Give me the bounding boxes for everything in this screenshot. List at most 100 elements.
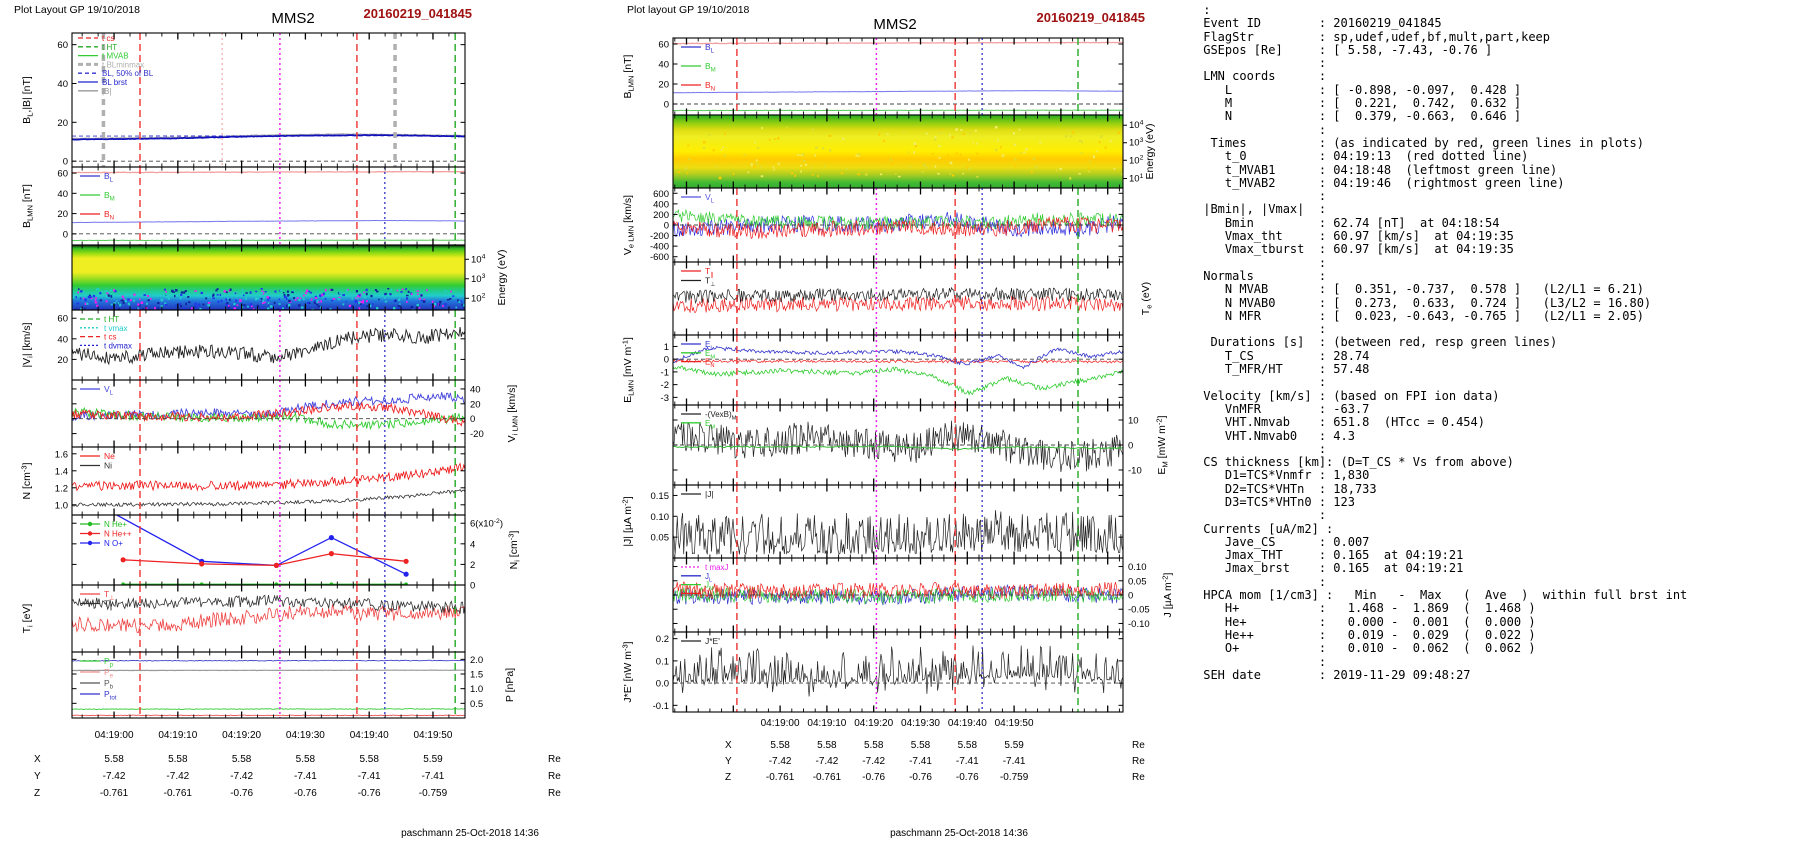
pos-value: -0.759 bbox=[1000, 772, 1029, 783]
legend: VL bbox=[80, 384, 114, 397]
generated-by-stamp: paschmann 25-Oct-2018 14:36 bbox=[890, 828, 1028, 839]
panel-exb-comparison: 10 0 -10 EM [mW m-2] -(VexB)MEM bbox=[672, 404, 1170, 486]
pos-row-label: Y bbox=[34, 771, 41, 782]
pos-value: -7.41 bbox=[358, 771, 381, 782]
legend-label: BL, 50% of BL bbox=[102, 69, 154, 78]
axis-tick-label: 20 bbox=[57, 209, 68, 220]
pos-row-label: X bbox=[34, 754, 41, 765]
axis-tick-label: 1.5 bbox=[470, 670, 483, 681]
series-JN bbox=[673, 581, 1123, 600]
pos-value: -7.42 bbox=[769, 756, 792, 767]
pos-value: 5.58 bbox=[359, 754, 379, 765]
generated-by-stamp: paschmann 25-Oct-2018 14:36 bbox=[401, 828, 539, 839]
axis-tick-label: 1.0 bbox=[55, 500, 68, 511]
axis-title: |Vi| [km/s] bbox=[21, 322, 35, 367]
axis-tick-label: 1.4 bbox=[55, 466, 68, 477]
series-Te-perp bbox=[673, 286, 1123, 305]
legend-label: |J| bbox=[705, 489, 714, 499]
pos-value: 5.58 bbox=[958, 740, 978, 751]
axis-tick-label: 0 bbox=[1128, 441, 1133, 452]
legend-label: Ptot bbox=[104, 689, 117, 702]
series-EL bbox=[673, 345, 1123, 370]
pos-value: 5.59 bbox=[423, 754, 443, 765]
legend-label: |B| bbox=[102, 87, 112, 96]
axis-tick-label: -200 bbox=[650, 231, 669, 242]
axis-tick-label: 20 bbox=[470, 399, 481, 410]
legend-label: T⊥ bbox=[104, 589, 115, 602]
axis-tick-label: 60 bbox=[57, 40, 68, 51]
axis-title: EM [mW m-2] bbox=[1154, 415, 1169, 474]
time-tick-label: 04:19:40 bbox=[948, 718, 987, 729]
pos-value: 5.58 bbox=[770, 740, 790, 751]
time-tick-label: 04:19:50 bbox=[414, 730, 453, 741]
axis-tick-label: 400 bbox=[653, 199, 669, 210]
time-tick-label: 04:19:30 bbox=[901, 718, 940, 729]
legend-label: Pp bbox=[104, 656, 114, 669]
pos-value: 5.58 bbox=[232, 754, 252, 765]
pos-row-label: Y bbox=[725, 756, 732, 767]
series-JdotE bbox=[673, 645, 1123, 697]
panel-v-ion-lmn: 40 20 0 -20 Vi LMN [km/s] VL bbox=[71, 379, 520, 448]
series-EM bbox=[673, 365, 1123, 396]
series-Ne bbox=[72, 462, 465, 492]
panel-t-ion: Ti [eV] T⊥T∥ bbox=[21, 584, 466, 653]
pos-value: 5.58 bbox=[296, 754, 316, 765]
legend: N He+N He++N O+ bbox=[80, 520, 132, 548]
time-tick-label: 04:19:40 bbox=[350, 730, 389, 741]
axis-tick-label: 102 bbox=[471, 293, 486, 305]
series-VeM bbox=[673, 208, 1123, 230]
pos-value: -0.761 bbox=[813, 772, 842, 783]
pos-unit: Re bbox=[548, 788, 561, 799]
axis-tick-label: -10 bbox=[1128, 466, 1142, 477]
left-figure: Plot Layout GP 19/10/2018 MMS2 20160219_04… bbox=[14, 4, 561, 839]
time-tick-label: 04:19:50 bbox=[995, 718, 1034, 729]
pos-value: -0.76 bbox=[862, 772, 885, 783]
legend-label: VL bbox=[104, 384, 114, 397]
series-VN bbox=[72, 401, 465, 427]
axis-tick-label: 4 bbox=[470, 539, 475, 550]
legend-label: T⊥ bbox=[705, 276, 716, 289]
legend-label: N O+ bbox=[104, 539, 123, 548]
axis-tick-label: 104 bbox=[1129, 120, 1144, 132]
pos-row-label: Z bbox=[34, 788, 40, 799]
series-B-line-top bbox=[673, 41, 1123, 45]
legend-label: t dvmax bbox=[104, 341, 132, 350]
axis-tick-label: 0.10 bbox=[1128, 562, 1147, 573]
axis-title: Energy (eV) bbox=[496, 249, 508, 305]
legend-label: BL bbox=[705, 42, 715, 55]
pos-value: -7.41 bbox=[294, 771, 317, 782]
pos-value: -0.761 bbox=[100, 788, 129, 799]
series-EN bbox=[673, 359, 1123, 364]
legend-label: T∥ bbox=[104, 599, 112, 612]
spacecraft-title: MMS2 bbox=[271, 10, 314, 27]
axis-tick-label: 1 bbox=[664, 342, 669, 353]
legend-label: Pb bbox=[104, 678, 114, 691]
legend-label: Ni bbox=[104, 461, 112, 471]
axis-tick-label: 40 bbox=[57, 79, 68, 90]
spacecraft-title: MMS2 bbox=[873, 16, 916, 33]
axis-title: Ti [eV] bbox=[21, 604, 35, 634]
legend-label: BM bbox=[104, 190, 115, 203]
pos-value: -7.42 bbox=[816, 756, 839, 767]
series-P-tot bbox=[72, 659, 465, 662]
series-B-line-top bbox=[72, 170, 465, 174]
axis-title: Vi LMN [km/s] bbox=[506, 385, 520, 443]
legend-label: VL bbox=[705, 192, 715, 205]
axis-tick-label: 0.0 bbox=[656, 679, 669, 690]
panel-b-lmn: 0 20 40 60 BLMN [nT] BL BM BN bbox=[21, 166, 466, 246]
panel-minor-ion-density: 6(x10-2) 4 2 0 Ni [cm-3] N He+N He++N O+ bbox=[71, 514, 522, 592]
time-tick-label: 04:19:30 bbox=[286, 730, 325, 741]
panel-border bbox=[71, 32, 466, 168]
time-tick-label: 04:19:00 bbox=[761, 718, 800, 729]
axis-title: P [nPa] bbox=[504, 668, 516, 702]
axis-tick-label: 0.10 bbox=[651, 512, 670, 523]
series-BL-brst bbox=[72, 134, 465, 141]
axis-tick-label: 0.05 bbox=[1128, 576, 1147, 587]
panel-border bbox=[71, 651, 466, 719]
axis-tick-label: 2.0 bbox=[470, 655, 483, 666]
legend-label: BM bbox=[705, 61, 716, 74]
